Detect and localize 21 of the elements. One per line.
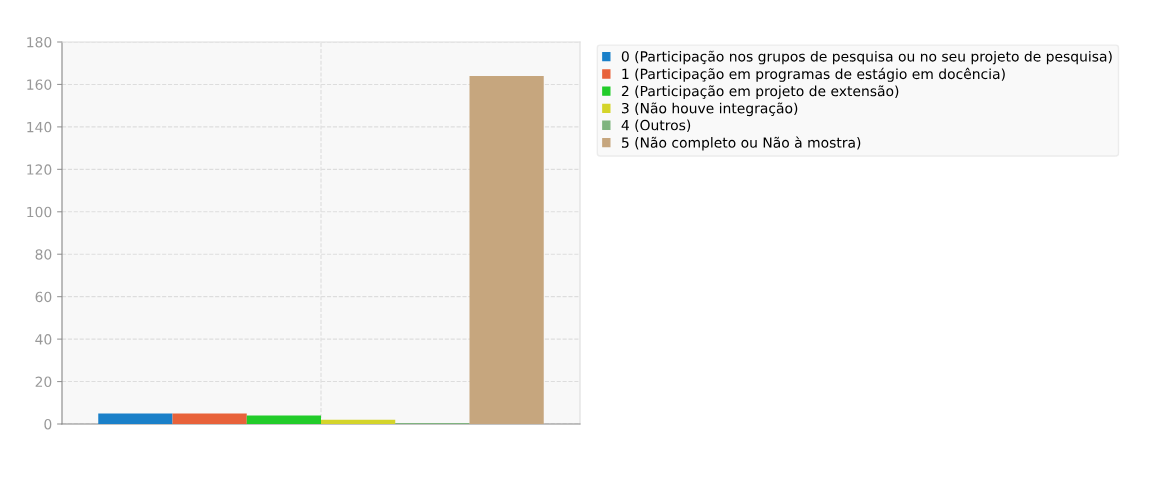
y-tick-label: 120 bbox=[27, 164, 52, 175]
bar bbox=[172, 413, 247, 424]
bar bbox=[246, 415, 321, 424]
bar bbox=[469, 75, 544, 424]
y-tick-label: 80 bbox=[35, 249, 52, 260]
y-tick-label: 0 bbox=[44, 418, 52, 430]
legend-label: 1 (Participação em programas de estágio em docência) bbox=[622, 67, 1005, 82]
legend-label: 2 (Participação em projeto de extensão) bbox=[621, 85, 899, 99]
y-tick-label: 40 bbox=[35, 334, 52, 345]
y-tick-label: 140 bbox=[27, 121, 52, 133]
legend-label: 4 (Outros) bbox=[621, 119, 691, 132]
y-tick-label: 180 bbox=[27, 36, 52, 48]
legend-label: 0 (Participação nos grupos de pesquisa ou no seu projeto de pesquisa) bbox=[621, 50, 1112, 65]
y-tick-label: 60 bbox=[35, 291, 52, 303]
y-tick-label: 160 bbox=[27, 79, 52, 90]
y-tick-label: 100 bbox=[27, 206, 52, 218]
bar bbox=[321, 419, 396, 424]
bar bbox=[98, 413, 173, 424]
legend-label: 5 (Não completo ou Não à mostra) bbox=[621, 136, 861, 151]
y-tick-label: 20 bbox=[35, 376, 52, 388]
legend-label: 3 (Não houve integração) bbox=[621, 102, 798, 117]
